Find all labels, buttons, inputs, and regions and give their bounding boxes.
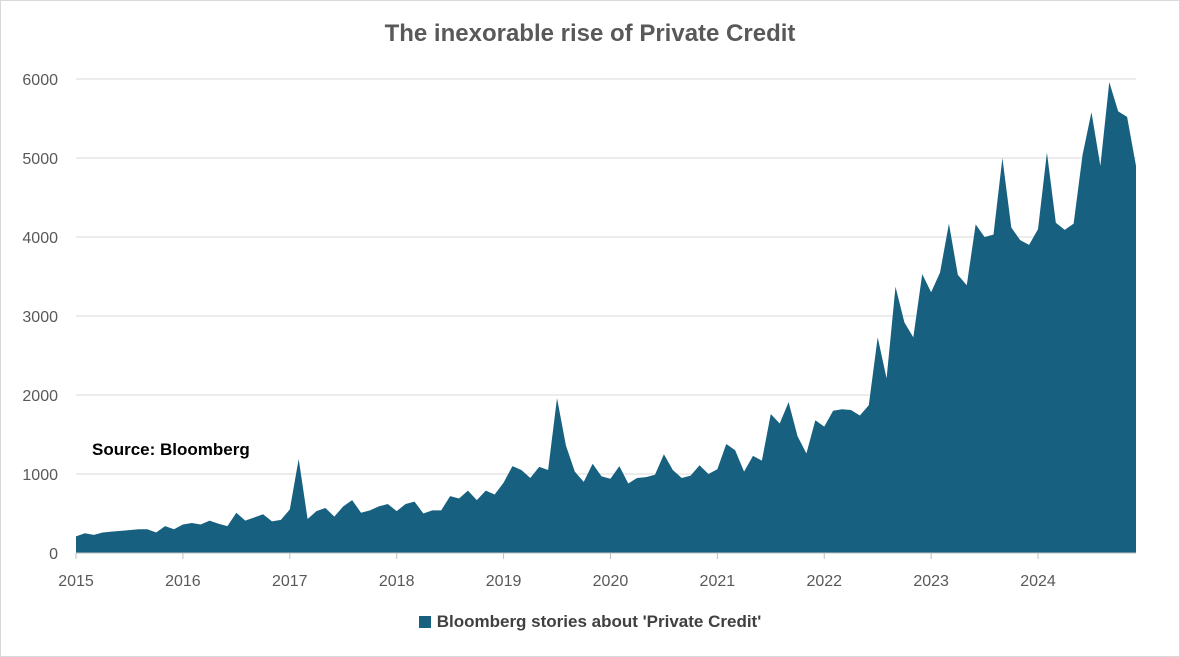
x-tick-label: 2017 — [272, 573, 308, 590]
y-tick-label: 2000 — [22, 388, 58, 405]
y-tick-label: 1000 — [22, 467, 58, 484]
legend: Bloomberg stories about 'Private Credit' — [0, 612, 1180, 632]
x-tick-label: 2021 — [700, 573, 736, 590]
x-tick-label: 2023 — [913, 573, 949, 590]
y-tick-label: 4000 — [22, 230, 58, 247]
x-tick-label: 2015 — [58, 573, 94, 590]
y-tick-label: 3000 — [22, 309, 58, 326]
x-tick-label: 2018 — [379, 573, 415, 590]
y-tick-label: 6000 — [22, 72, 58, 89]
y-tick-label: 0 — [49, 546, 58, 563]
y-tick-label: 5000 — [22, 151, 58, 168]
x-tick-label: 2016 — [165, 573, 201, 590]
x-tick-label: 2020 — [593, 573, 629, 590]
chart-title: The inexorable rise of Private Credit — [384, 20, 796, 47]
x-tick-label: 2024 — [1020, 573, 1056, 590]
x-tick-label: 2019 — [486, 573, 522, 590]
x-tick-label: 2022 — [806, 573, 842, 590]
legend-swatch — [418, 616, 431, 628]
source-annotation: Source: Bloomberg — [92, 440, 250, 459]
series-area — [76, 82, 1136, 553]
legend-label: Bloomberg stories about 'Private Credit' — [436, 612, 762, 631]
